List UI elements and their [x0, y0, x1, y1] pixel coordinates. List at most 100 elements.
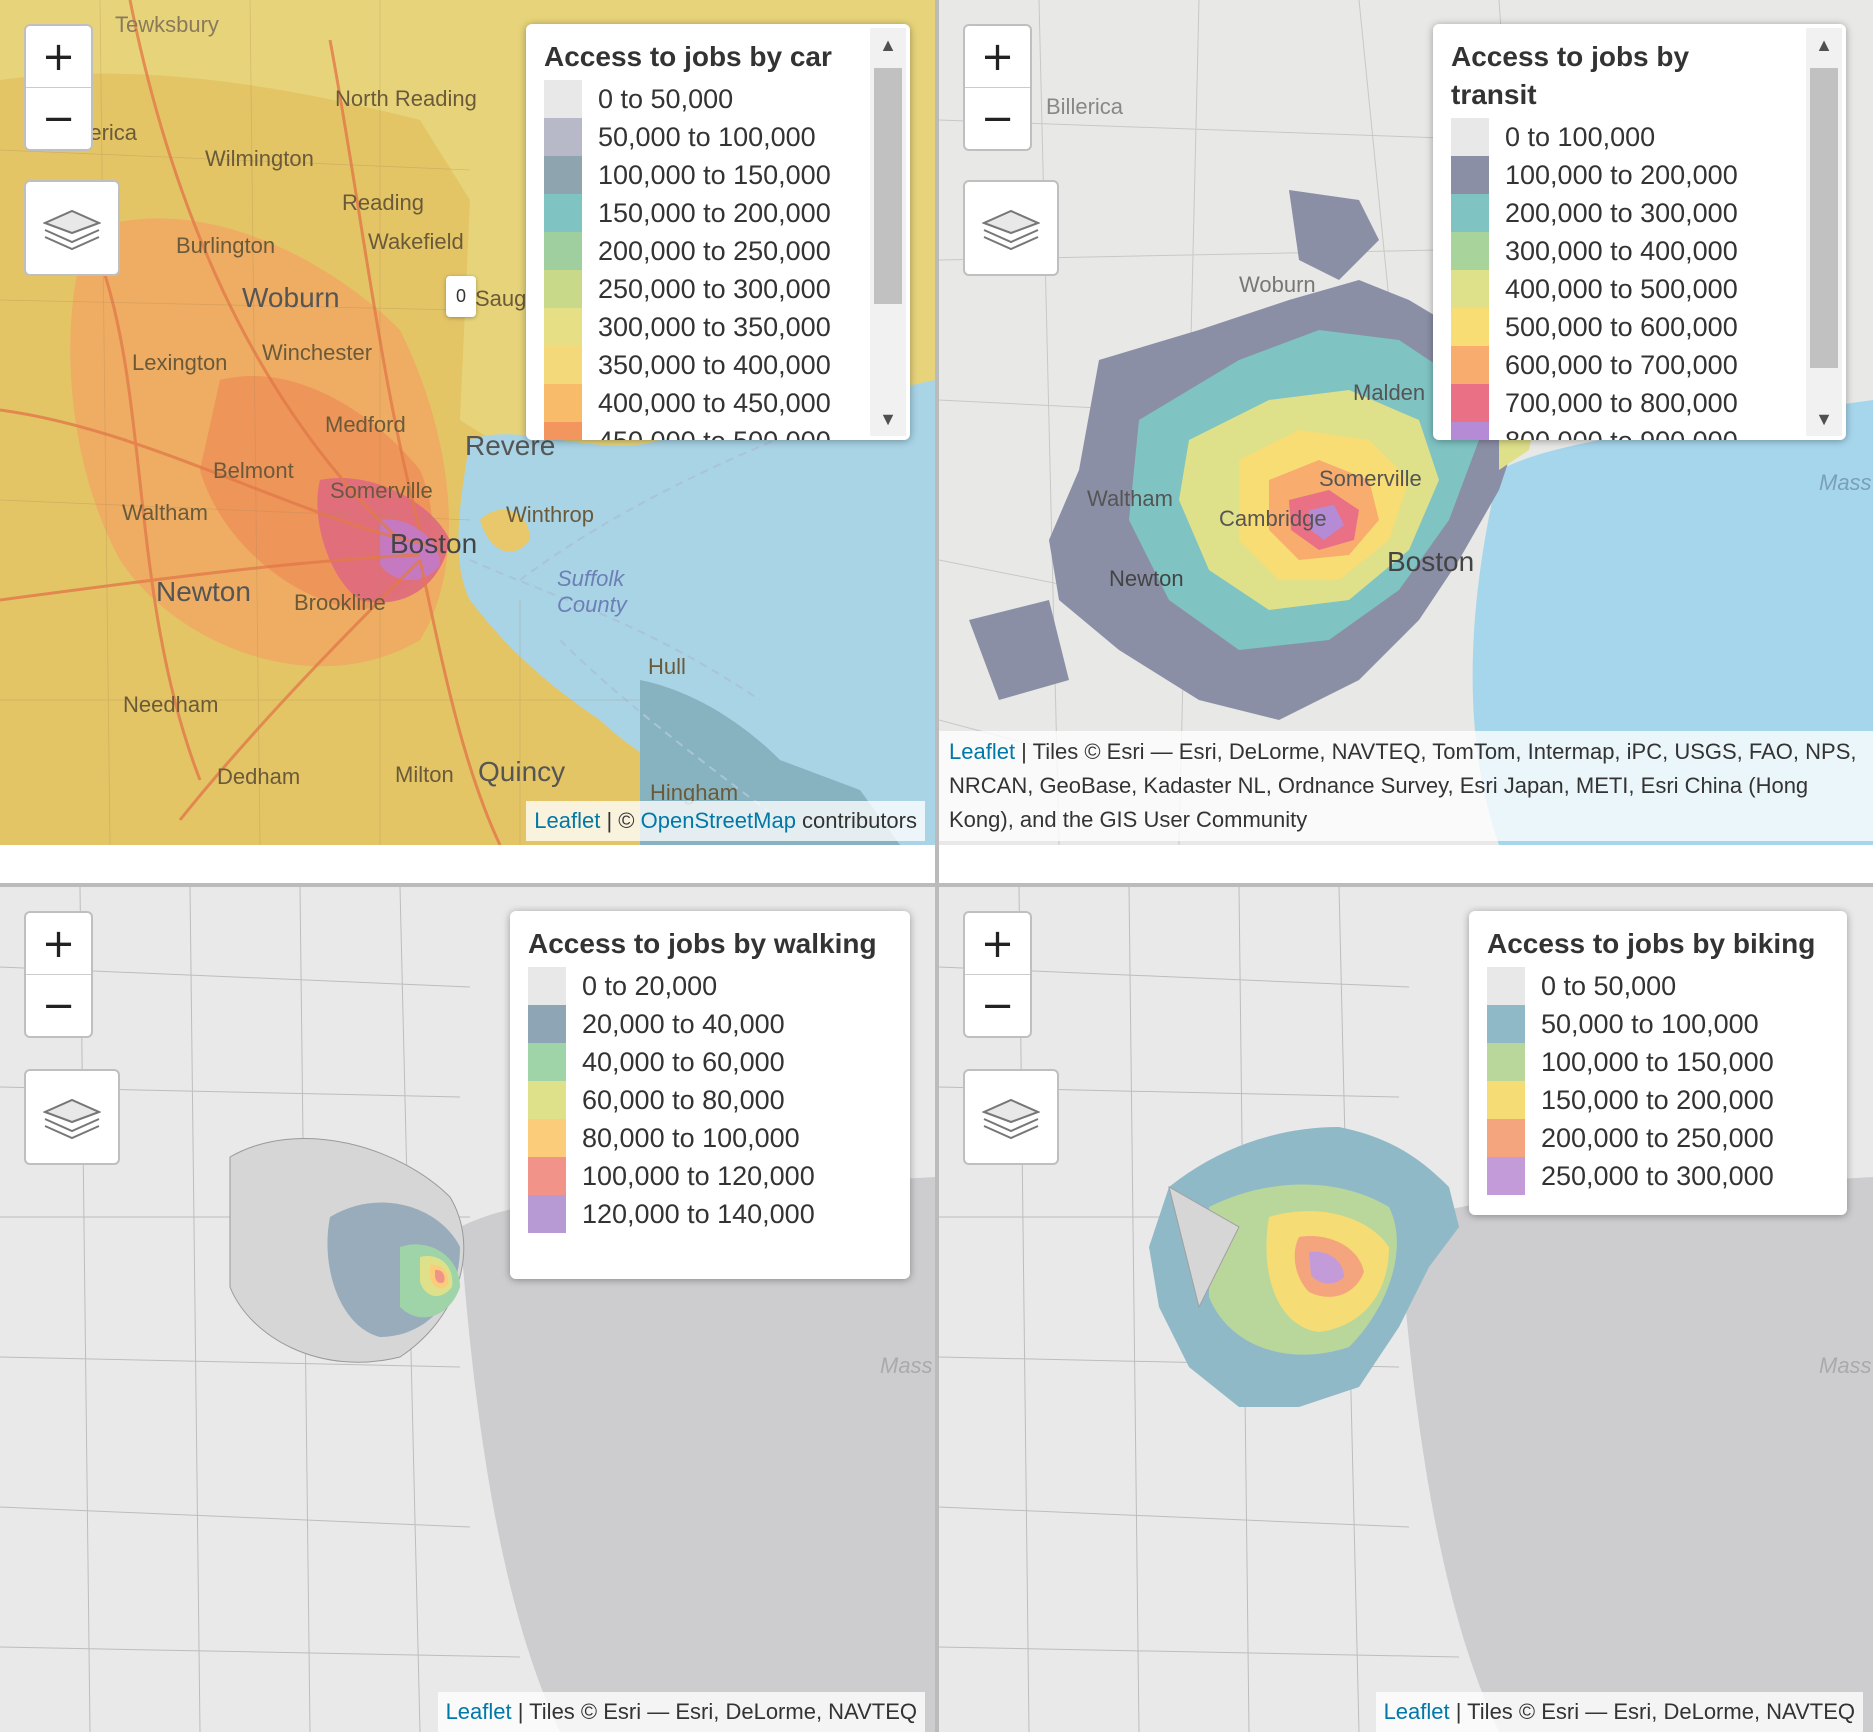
zoom-control: + −	[963, 911, 1032, 1038]
zoom-in-button[interactable]: +	[41, 920, 76, 967]
legend-swatch	[544, 384, 582, 422]
place-label: Malden	[1353, 380, 1426, 405]
place-label: Waltham	[122, 500, 208, 525]
layers-icon	[43, 209, 101, 251]
legend-label: 0 to 50,000	[598, 83, 734, 114]
place-label: Medford	[325, 412, 406, 437]
legend-label: 60,000 to 80,000	[582, 1084, 785, 1115]
place-label: Woburn	[242, 282, 340, 313]
legend-item: 500,000 to 600,000	[1451, 308, 1830, 346]
legend-swatch	[1487, 1119, 1525, 1157]
panel-divider-vertical	[935, 0, 939, 1732]
legend-swatch	[1451, 156, 1489, 194]
map-panel-transit[interactable]: Billerica Woburn Malden Somerville Walth…	[939, 0, 1873, 845]
legend-scrollbar[interactable]: ▲ ▼	[1806, 28, 1842, 436]
legend-label: 350,000 to 400,000	[598, 349, 831, 380]
map-panel-biking[interactable]: Mass + − Access to jobs by biking 0 to 5…	[939, 887, 1873, 1732]
map-marker-label[interactable]: 0	[446, 276, 477, 317]
zoom-out-button[interactable]: −	[26, 87, 91, 149]
layers-button[interactable]	[24, 180, 120, 276]
legend-swatch	[544, 422, 582, 440]
place-label: Reading	[342, 190, 424, 215]
zoom-out-button[interactable]: −	[26, 974, 91, 1036]
layers-button[interactable]	[963, 180, 1059, 276]
place-label: Cambridge	[1219, 506, 1327, 531]
leaflet-link[interactable]: Leaflet	[1383, 1699, 1450, 1724]
zoom-in-button[interactable]: +	[980, 33, 1015, 80]
legend-item: 0 to 20,000	[528, 967, 894, 1005]
legend-label: 150,000 to 200,000	[1541, 1084, 1774, 1115]
scroll-up-icon[interactable]: ▲	[1815, 34, 1833, 55]
scroll-thumb[interactable]	[1810, 68, 1838, 368]
legend-swatch	[1451, 384, 1489, 422]
legend-car[interactable]: Access to jobs by car 0 to 50,000 50,000 …	[526, 24, 910, 440]
place-label: Somerville	[330, 478, 433, 503]
legend-rows: 0 to 50,000 50,000 to 100,000 100,000 to 1…	[544, 80, 894, 440]
osm-link[interactable]: OpenStreetMap	[640, 808, 796, 833]
place-label: Newton	[156, 576, 251, 607]
place-label: Winthrop	[506, 502, 595, 527]
place-label: Wilmington	[205, 146, 314, 171]
legend-rows: 0 to 50,000 50,000 to 100,000 100,000 to 1…	[1487, 967, 1831, 1195]
legend-item: 0 to 50,000	[544, 80, 894, 118]
legend-swatch	[1487, 1005, 1525, 1043]
legend-swatch	[1451, 422, 1489, 440]
attribution: Leaflet | © OpenStreetMap contributors	[526, 801, 925, 841]
zoom-out-button[interactable]: −	[965, 974, 1030, 1036]
place-label: Billerica	[1046, 94, 1124, 119]
legend-item: 400,000 to 500,000	[1451, 270, 1830, 308]
zoom-in-button[interactable]: +	[980, 920, 1015, 967]
scroll-down-icon[interactable]: ▼	[879, 408, 897, 429]
legend-label: 300,000 to 400,000	[1505, 235, 1738, 266]
legend-swatch	[528, 967, 566, 1005]
legend-swatch	[544, 346, 582, 384]
leaflet-link[interactable]: Leaflet	[534, 808, 601, 833]
legend-title: Access to jobs by car	[544, 41, 832, 72]
legend-swatch	[544, 118, 582, 156]
zoom-out-button[interactable]: −	[965, 87, 1030, 149]
scroll-down-icon[interactable]: ▼	[1815, 408, 1833, 429]
attribution-text: | Tiles © Esri — Esri, DeLorme, NAVTEQ	[511, 1699, 917, 1724]
legend-swatch	[1487, 1157, 1525, 1195]
legend-item: 250,000 to 300,000	[544, 270, 894, 308]
attribution: Leaflet | Tiles © Esri — Esri, DeLorme, …	[939, 731, 1873, 841]
layers-button[interactable]	[963, 1069, 1059, 1165]
legend-item: 60,000 to 80,000	[528, 1081, 894, 1119]
scroll-thumb[interactable]	[874, 68, 902, 304]
map-panel-car[interactable]: Tewksbury North Reading Billerica Wilmin…	[0, 0, 935, 845]
legend-label: 600,000 to 700,000	[1505, 349, 1738, 380]
legend-label: 450,000 to 500,000	[598, 426, 831, 441]
leaflet-link[interactable]: Leaflet	[445, 1699, 512, 1724]
place-label: Brookline	[294, 590, 386, 615]
map-panel-walking[interactable]: Mass + − Access to jobs by walking 0 to …	[0, 887, 935, 1732]
legend-item: 100,000 to 200,000	[1451, 156, 1830, 194]
legend-item: 50,000 to 100,000	[1487, 1005, 1831, 1043]
leaflet-link[interactable]: Leaflet	[949, 739, 1016, 764]
place-label: Wakefield	[368, 229, 464, 254]
legend-swatch	[544, 232, 582, 270]
legend-swatch	[544, 308, 582, 346]
attribution-text: | Tiles © Esri — Esri, DeLorme, NAVTEQ, …	[949, 739, 1857, 832]
layers-button[interactable]	[24, 1069, 120, 1165]
legend-item: 150,000 to 200,000	[544, 194, 894, 232]
legend-transit[interactable]: Access to jobs by transit 0 to 100,000 10…	[1433, 24, 1846, 440]
legend-item: 250,000 to 300,000	[1487, 1157, 1831, 1195]
legend-swatch	[528, 1119, 566, 1157]
layers-icon	[982, 209, 1040, 251]
place-label: Waltham	[1087, 486, 1173, 511]
scroll-up-icon[interactable]: ▲	[879, 34, 897, 55]
legend-scrollbar[interactable]: ▲ ▼	[870, 28, 906, 436]
legend-swatch	[528, 1195, 566, 1233]
legend-swatch	[528, 1081, 566, 1119]
zoom-in-button[interactable]: +	[41, 33, 76, 80]
legend-swatch	[1451, 118, 1489, 156]
legend-label: 150,000 to 200,000	[598, 197, 831, 228]
legend-item: 300,000 to 400,000	[1451, 232, 1830, 270]
attribution-text: | Tiles © Esri — Esri, DeLorme, NAVTEQ	[1449, 1699, 1855, 1724]
legend-label: 400,000 to 500,000	[1505, 273, 1738, 304]
legend-item: 600,000 to 700,000	[1451, 346, 1830, 384]
legend-item: 0 to 100,000	[1451, 118, 1830, 156]
legend-title: Access to jobs by transit	[1451, 41, 1690, 110]
legend-walking: Access to jobs by walking 0 to 20,000 20,…	[510, 911, 910, 1279]
legend-item: 300,000 to 350,000	[544, 308, 894, 346]
